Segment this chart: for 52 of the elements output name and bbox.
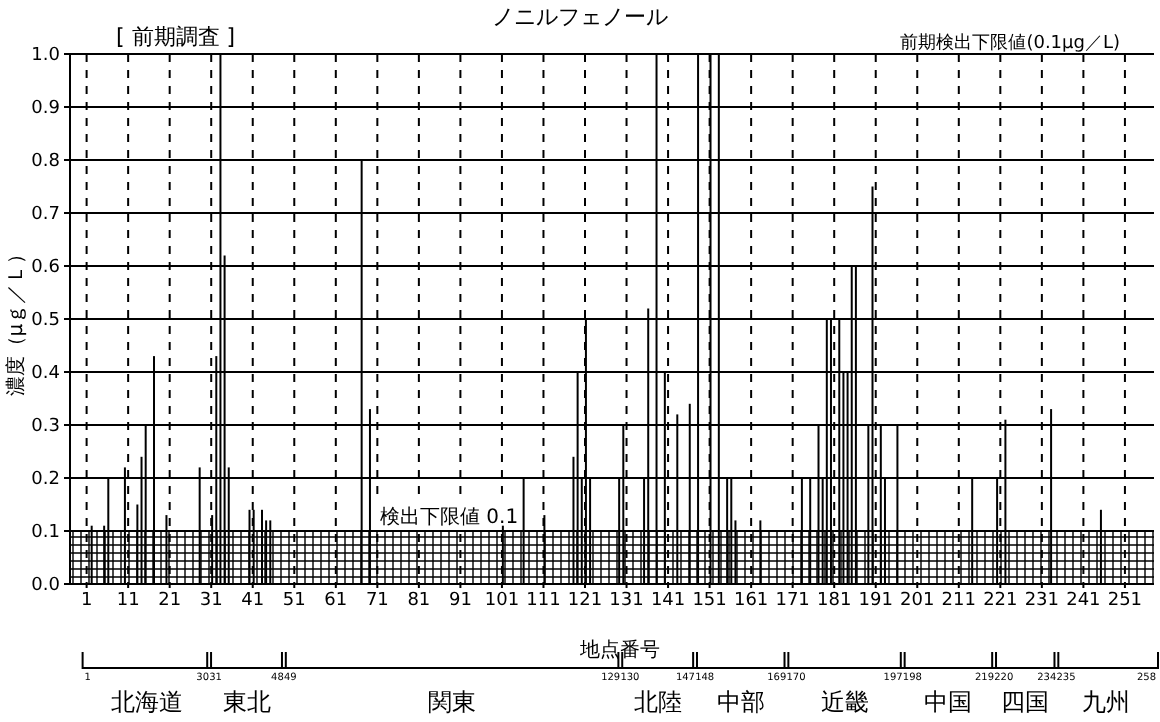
x-tick-label: 181	[817, 590, 852, 611]
y-tick-label: 0.4	[31, 364, 61, 385]
x-tick-label: 191	[858, 590, 893, 611]
text: 中部	[716, 688, 765, 716]
y-tick-label: 0.0	[31, 576, 61, 597]
text: 四国	[1001, 688, 1050, 716]
x-tick-label: 11	[116, 590, 140, 611]
y-tick-label: 0.5	[31, 311, 60, 332]
text: 東北	[222, 688, 271, 716]
text: 北陸	[633, 688, 682, 716]
annotation: 前期検出下限値(0.1μg／L)	[900, 31, 1120, 56]
x-tick-label: 141	[650, 590, 686, 611]
y-tick-label: 0.6	[31, 258, 61, 279]
x-tick-label: 111	[526, 590, 561, 611]
x-tick-label: 51	[282, 590, 306, 611]
text: 中国	[924, 688, 973, 716]
text: 北海道	[110, 688, 183, 716]
x-tick-label: 251	[1107, 590, 1143, 611]
x-tick-label: 1	[80, 590, 93, 611]
y-tick-label: 0.8	[31, 152, 61, 173]
y-tick-label: 0.9	[31, 99, 61, 120]
x-tick-label: 231	[1024, 590, 1060, 611]
y-tick-label: 0.3	[31, 417, 60, 438]
y-tick-label: 1.0	[31, 46, 61, 67]
x-tick-label: 81	[407, 590, 431, 611]
x-tick-label: 21	[158, 590, 182, 611]
x-tick-label: 121	[567, 590, 603, 611]
x-tick-label: 131	[609, 590, 644, 611]
text: 九州	[1082, 688, 1131, 716]
y-tick-label: 0.7	[31, 205, 60, 226]
x-tick-label: 161	[733, 590, 769, 611]
y-tick-label: 0.2	[31, 470, 60, 491]
x-tick-label: 71	[365, 590, 389, 611]
x-tick-label: 241	[1066, 590, 1101, 611]
x-tick-label: 61	[324, 590, 348, 611]
y-tick-label: 0.1	[31, 523, 60, 544]
x-tick-label: 201	[900, 590, 935, 611]
band-label: 検出下限値 0.1	[380, 505, 519, 529]
x-axis-title: 地点番号	[578, 637, 662, 664]
x-tick-label: 151	[692, 590, 727, 611]
x-tick-label: 31	[199, 590, 223, 611]
y-axis-title: 濃度（μｇ／Ｌ）	[4, 243, 28, 397]
x-tick-label: 101	[484, 590, 520, 611]
x-tick-label: 221	[983, 590, 1018, 611]
text: 関東	[428, 688, 477, 716]
x-tick-label: 171	[775, 590, 810, 611]
text: [ 前期調査 ]	[116, 22, 236, 52]
chart-title: ノニルフェノール	[492, 4, 668, 30]
text: 近畿	[820, 688, 869, 716]
x-tick-label: 41	[241, 590, 265, 611]
x-tick-label: 91	[448, 590, 472, 611]
x-tick-label: 211	[941, 590, 976, 611]
